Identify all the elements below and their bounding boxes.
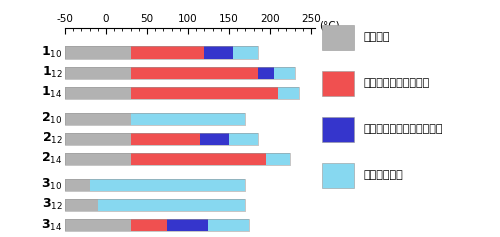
Bar [65,113,130,125]
Bar [322,117,354,142]
Text: 双連続キュービック相: 双連続キュービック相 [363,78,430,88]
Text: $\mathbf{3}_{12}$: $\mathbf{3}_{12}$ [42,197,62,212]
Bar [274,67,294,79]
Bar [65,153,130,165]
Bar [65,87,298,99]
Bar [130,219,168,231]
Bar [233,46,258,59]
Text: ヘキサゴナルカラムナー相: ヘキサゴナルカラムナー相 [363,124,442,134]
Bar [266,153,290,165]
Bar [130,113,246,125]
Bar [322,25,354,50]
Bar [208,219,250,231]
Bar [322,163,354,188]
Bar [258,67,274,79]
Bar [98,199,246,211]
Text: $\mathbf{2}_{10}$: $\mathbf{2}_{10}$ [41,111,62,126]
Bar [65,46,130,59]
Text: $\mathbf{1}_{12}$: $\mathbf{1}_{12}$ [42,65,62,80]
Bar [65,87,130,99]
Text: (°C): (°C) [319,20,340,30]
Bar [130,67,258,79]
Bar [278,87,298,99]
Bar [168,219,208,231]
Bar [65,153,290,165]
Text: $\mathbf{3}_{10}$: $\mathbf{3}_{10}$ [41,177,62,192]
Text: $\mathbf{1}_{14}$: $\mathbf{1}_{14}$ [41,85,62,100]
Bar [322,71,354,96]
Bar [204,46,233,59]
Bar [65,219,130,231]
Bar [65,199,246,211]
Text: $\mathbf{2}_{12}$: $\mathbf{2}_{12}$ [42,131,62,146]
Bar [200,133,229,145]
Bar [65,133,258,145]
Bar [65,219,250,231]
Bar [65,179,246,191]
Bar [65,133,130,145]
Text: $\mathbf{2}_{14}$: $\mathbf{2}_{14}$ [41,151,62,166]
Text: ガラス相: ガラス相 [363,32,390,42]
Text: 等方性液体相: 等方性液体相 [363,170,403,180]
Bar [65,199,98,211]
Text: $\mathbf{3}_{14}$: $\mathbf{3}_{14}$ [41,217,62,232]
Bar [130,46,204,59]
Bar [229,133,258,145]
Bar [65,113,246,125]
Bar [130,153,266,165]
Bar [130,87,278,99]
Bar [65,67,130,79]
Bar [90,179,246,191]
Bar [65,46,258,59]
Bar [130,133,200,145]
Bar [65,179,90,191]
Bar [65,67,294,79]
Text: $\mathbf{1}_{10}$: $\mathbf{1}_{10}$ [41,45,62,60]
